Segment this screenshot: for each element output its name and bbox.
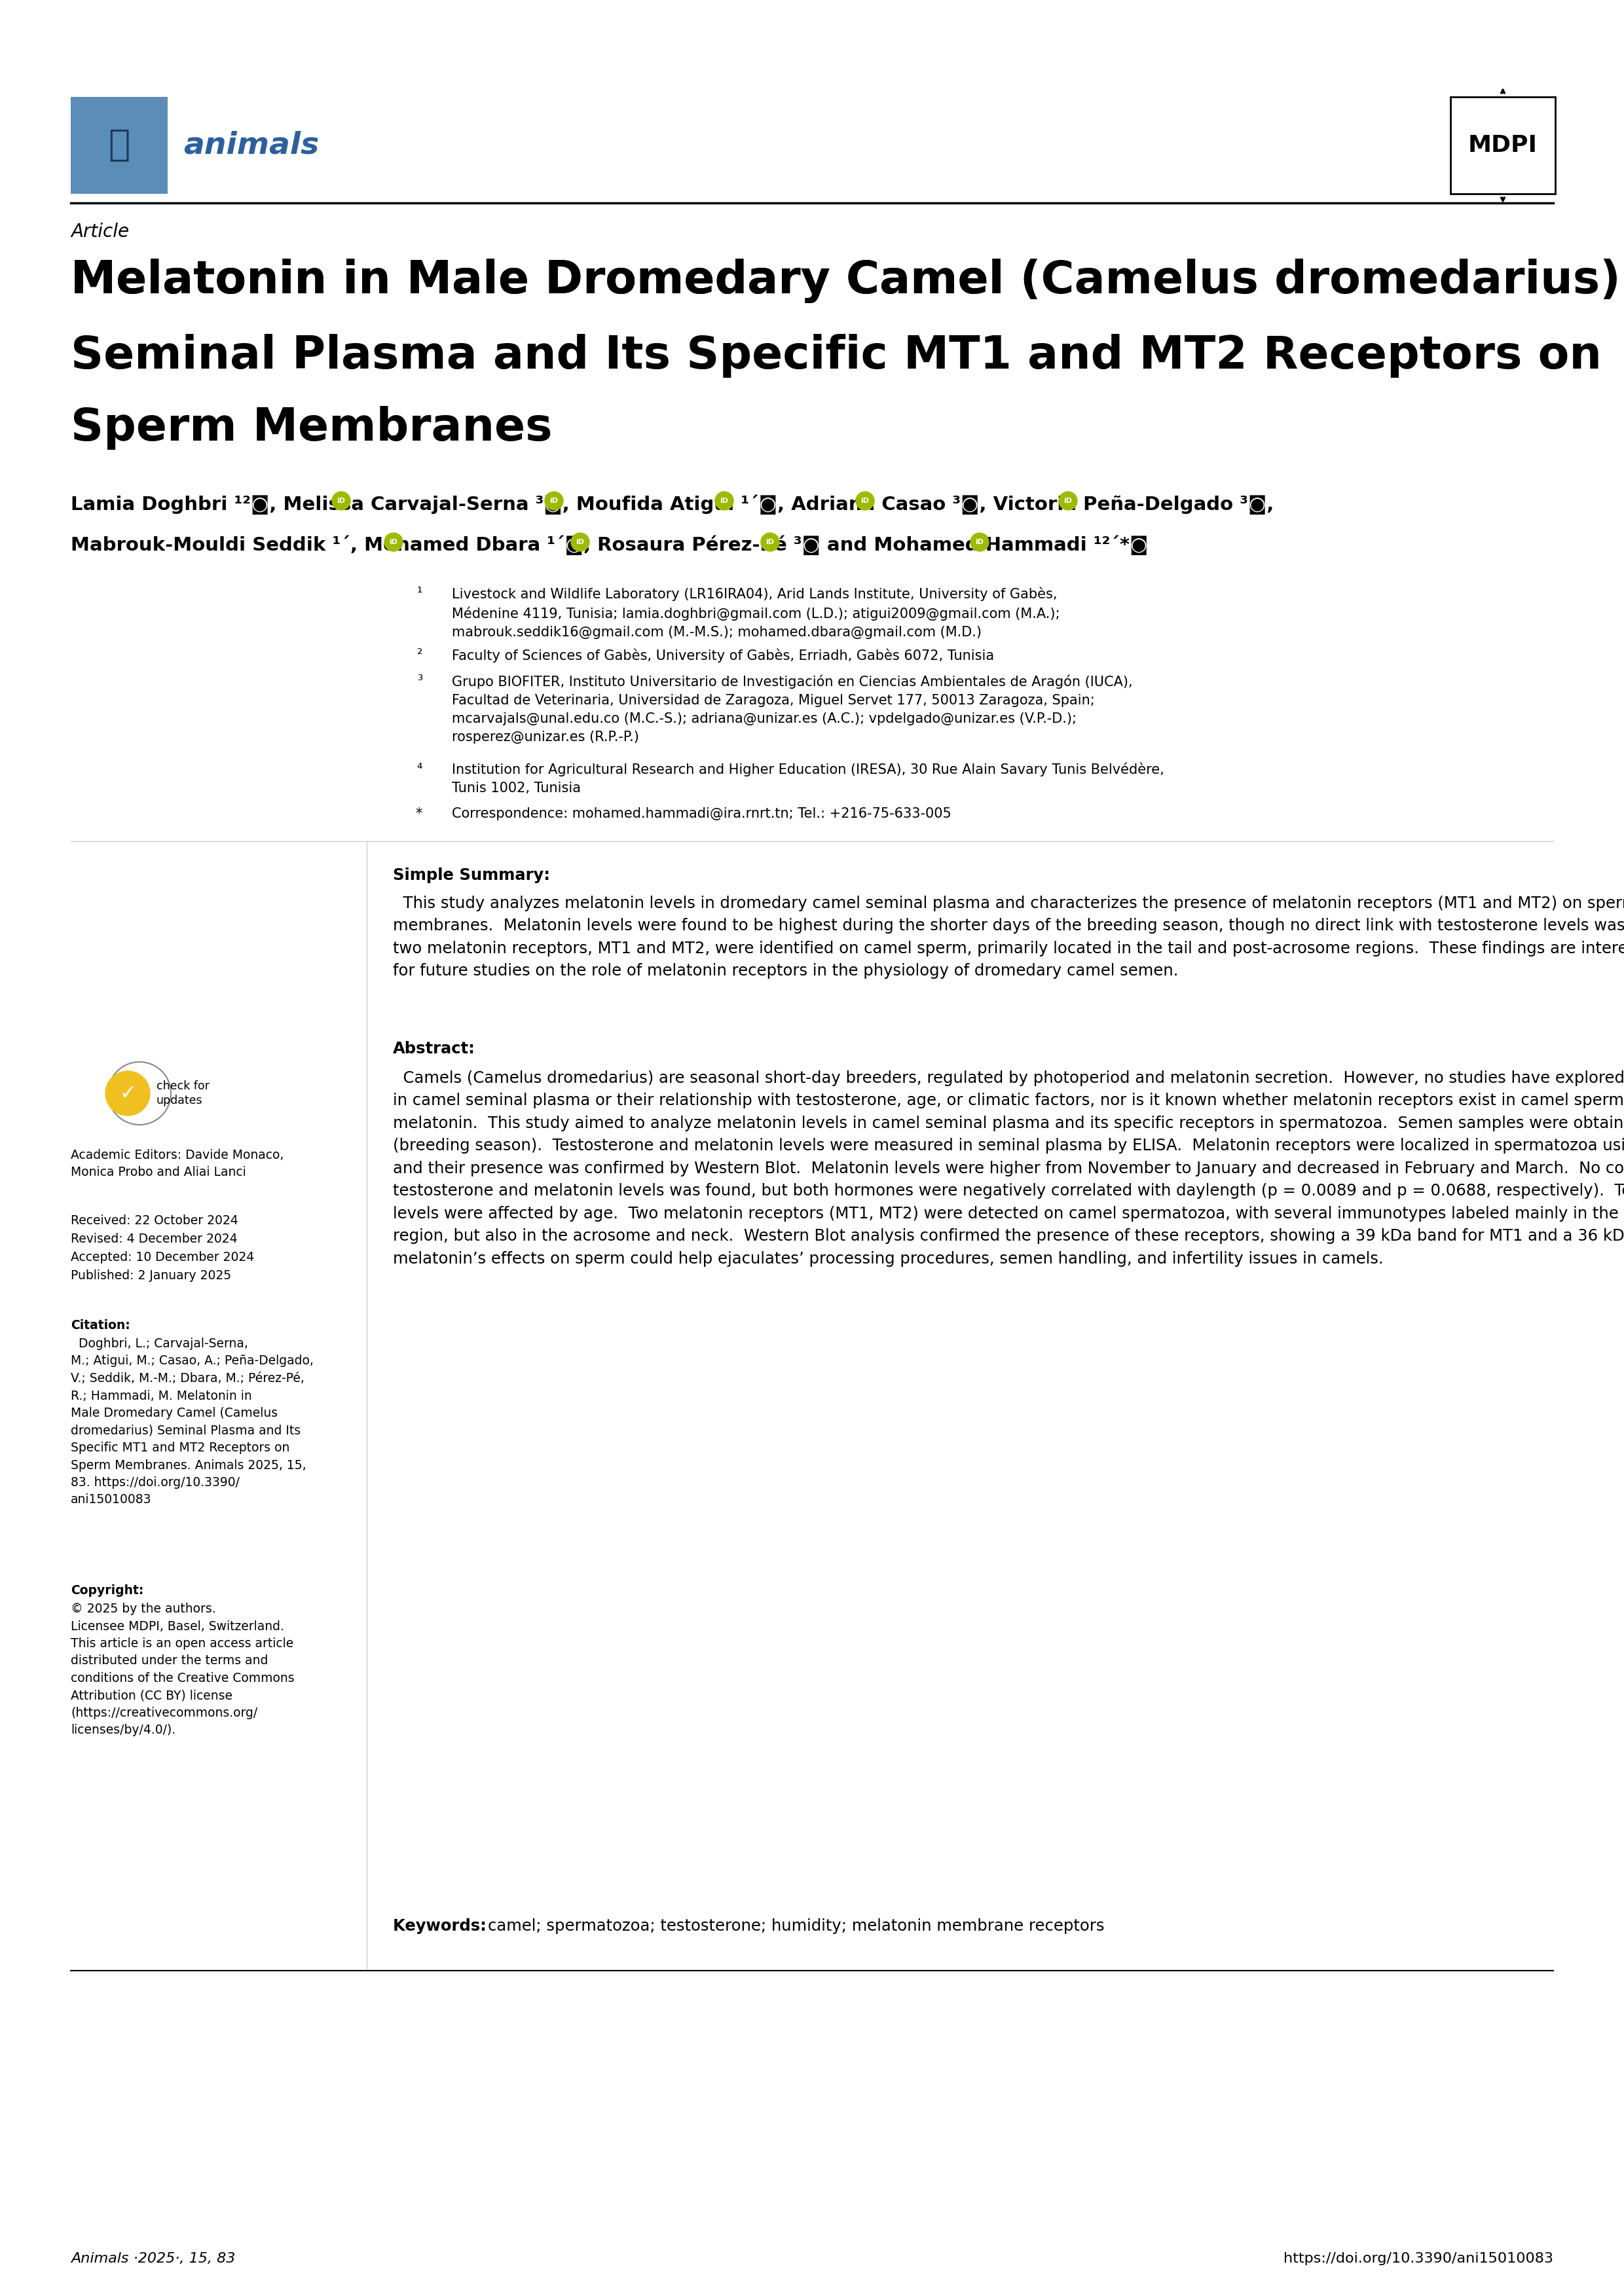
- Text: animals: animals: [184, 131, 318, 161]
- Text: *: *: [416, 808, 422, 820]
- Text: ⁴: ⁴: [417, 762, 422, 776]
- FancyBboxPatch shape: [1450, 96, 1556, 193]
- Text: Correspondence: mohamed.hammadi@ira.rnrt.tn; Tel.: +216-75-633-005: Correspondence: mohamed.hammadi@ira.rnrt…: [451, 808, 952, 820]
- Text: © 2025 by the authors.
Licensee MDPI, Basel, Switzerland.
This article is an ope: © 2025 by the authors. Licensee MDPI, Ba…: [71, 1603, 294, 1736]
- Text: Camels (Camelus dromedarius) are seasonal short-day breeders, regulated by photo: Camels (Camelus dromedarius) are seasona…: [393, 1070, 1624, 1267]
- Text: Melatonin in Male Dromedary Camel (Camelus dromedarius): Melatonin in Male Dromedary Camel (Camel…: [71, 259, 1621, 303]
- Text: MDPI: MDPI: [1468, 133, 1538, 156]
- Text: iD: iD: [551, 498, 559, 505]
- Text: iD: iD: [336, 498, 346, 505]
- Text: Seminal Plasma and Its Specific MT1 and MT2 Receptors on: Seminal Plasma and Its Specific MT1 and …: [71, 333, 1601, 379]
- Text: Melatonin in Male Dromedary Camel (                               Camelus dromed: Melatonin in Male Dromedary Camel ( Came…: [71, 259, 1624, 303]
- Text: Lamia Doghbri ¹²◙, Melissa Carvajal-Serna ³◙, Moufida Atigui ¹´◙, Adriana Casao : Lamia Doghbri ¹²◙, Melissa Carvajal-Sern…: [71, 494, 1273, 514]
- Circle shape: [762, 533, 780, 551]
- Text: iD: iD: [577, 540, 585, 546]
- Text: Citation:: Citation:: [71, 1320, 130, 1332]
- Text: ¹: ¹: [417, 585, 422, 599]
- Circle shape: [971, 533, 989, 551]
- Text: Article: Article: [71, 223, 128, 241]
- Text: ³: ³: [417, 675, 422, 687]
- Text: iD: iD: [719, 498, 729, 505]
- Text: Doghbri, L.; Carvajal-Serna,
M.; Atigui, M.; Casao, A.; Peña-Delgado,
V.; Seddik: Doghbri, L.; Carvajal-Serna, M.; Atigui,…: [71, 1339, 313, 1506]
- Text: Simple Summary:: Simple Summary:: [393, 868, 551, 884]
- Text: iD: iD: [1064, 498, 1072, 505]
- Circle shape: [331, 491, 351, 510]
- Text: Abstract:: Abstract:: [393, 1040, 476, 1056]
- Text: Faculty of Sciences of Gabès, University of Gabès, Erriadh, Gabès 6072, Tunisia: Faculty of Sciences of Gabès, University…: [451, 647, 994, 661]
- Circle shape: [106, 1070, 149, 1116]
- Text: ✓: ✓: [119, 1084, 136, 1102]
- Text: check for
updates: check for updates: [156, 1079, 209, 1107]
- Text: Copyright:: Copyright:: [71, 1584, 143, 1596]
- Text: Institution for Agricultural Research and Higher Education (IRESA), 30 Rue Alain: Institution for Agricultural Research an…: [451, 762, 1164, 794]
- Text: iD: iD: [861, 498, 869, 505]
- Text: https://doi.org/10.3390/ani15010083: https://doi.org/10.3390/ani15010083: [1283, 2252, 1553, 2266]
- Text: Livestock and Wildlife Laboratory (LR16IRA04), Arid Lands Institute, University : Livestock and Wildlife Laboratory (LR16I…: [451, 585, 1060, 638]
- Text: ²: ²: [417, 647, 422, 661]
- Text: Melatonin in Male Dromedary Camel (: Melatonin in Male Dromedary Camel (: [71, 259, 1051, 303]
- Text: Mabrouk-Mouldi Seddik ¹´, Mohamed Dbara ¹´◙, Rosaura Pérez-Pé ³◙ and Mohamed Ham: Mabrouk-Mouldi Seddik ¹´, Mohamed Dbara …: [71, 535, 1148, 556]
- Text: Academic Editors: Davide Monaco,
Monica Probo and Aliai Lanci: Academic Editors: Davide Monaco, Monica …: [71, 1148, 284, 1178]
- Text: Keywords:: Keywords:: [393, 1917, 492, 1933]
- Circle shape: [544, 491, 564, 510]
- Text: Received: 22 October 2024
Revised: 4 December 2024
Accepted: 10 December 2024
Pu: Received: 22 October 2024 Revised: 4 Dec…: [71, 1215, 255, 1281]
- Text: camel; spermatozoa; testosterone; humidity; melatonin membrane receptors: camel; spermatozoa; testosterone; humidi…: [487, 1917, 1104, 1933]
- Text: Sperm Membranes: Sperm Membranes: [71, 406, 552, 450]
- Text: iD: iD: [976, 540, 984, 546]
- Circle shape: [385, 533, 403, 551]
- Circle shape: [1059, 491, 1077, 510]
- Circle shape: [572, 533, 590, 551]
- Text: This study analyzes melatonin levels in dromedary camel seminal plasma and chara: This study analyzes melatonin levels in …: [393, 895, 1624, 978]
- FancyBboxPatch shape: [71, 96, 167, 193]
- Circle shape: [715, 491, 734, 510]
- Text: Animals ·2025·, 15, 83: Animals ·2025·, 15, 83: [71, 2252, 235, 2266]
- Text: Grupo BIOFITER, Instituto Universitario de Investigación en Ciencias Ambientales: Grupo BIOFITER, Instituto Universitario …: [451, 675, 1132, 744]
- Text: iD: iD: [767, 540, 775, 546]
- Text: iD: iD: [390, 540, 398, 546]
- Circle shape: [856, 491, 874, 510]
- Text: 🐪: 🐪: [109, 129, 130, 163]
